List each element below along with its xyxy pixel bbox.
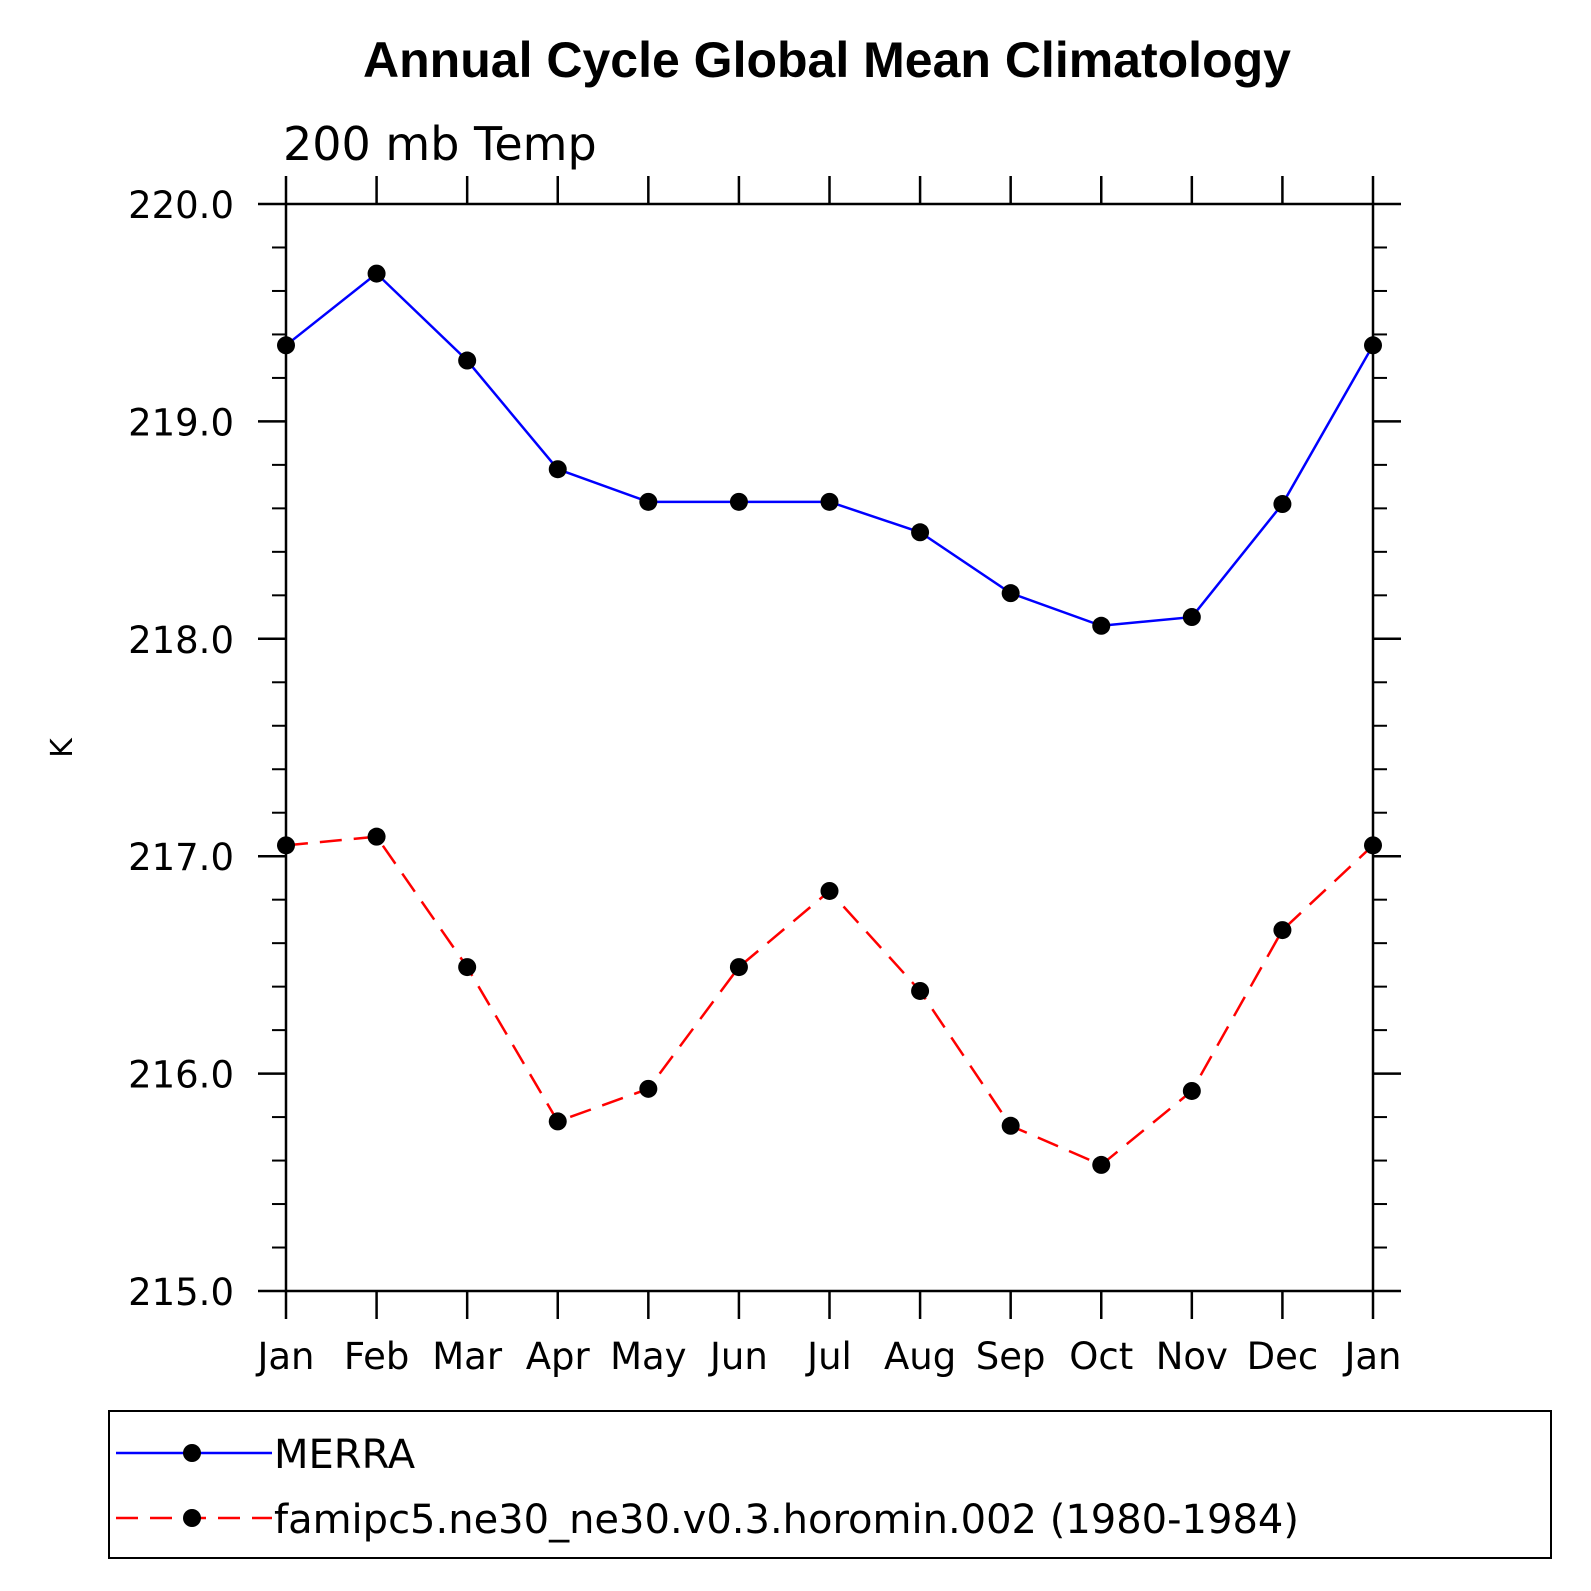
x-tick-label: Dec	[1247, 1335, 1319, 1378]
series-0-point	[639, 492, 658, 511]
y-tick-label: 218.0	[128, 619, 234, 662]
series-0-point	[277, 336, 295, 355]
x-tick-label: Jan	[255, 1335, 314, 1378]
series-0-point	[911, 523, 930, 542]
legend-marker-0	[183, 1444, 201, 1462]
series-0-point	[458, 351, 477, 370]
series-0-point	[1273, 495, 1292, 514]
y-tick-label: 220.0	[128, 184, 234, 227]
series-1-point	[367, 827, 386, 846]
y-tick-label: 216.0	[128, 1054, 234, 1097]
x-tick-label: Nov	[1156, 1335, 1228, 1378]
plot-frame	[284, 202, 1375, 1293]
x-tick-label: Oct	[1069, 1335, 1133, 1378]
axes: Jan Feb Mar Apr May Jun Jul Aug Sep Oct Nov Dec Jan 2…	[128, 176, 1402, 1378]
series-1-point	[820, 881, 839, 900]
x-tick-label: May	[610, 1335, 687, 1378]
series-1-point	[1001, 1116, 1020, 1135]
series-1-point	[548, 1112, 567, 1131]
series-0-point	[367, 264, 386, 283]
series-0-point	[820, 492, 839, 511]
legend-label-1: famipc5.ne30_ne30.v0.3.horomin.002 (1980…	[274, 1497, 1299, 1543]
series-1-point	[1182, 1081, 1201, 1100]
series-0-point	[1001, 584, 1020, 603]
x-tick-label: Apr	[526, 1335, 591, 1378]
y-tick-label: 215.0	[128, 1271, 234, 1314]
y-tick-label: 219.0	[128, 401, 234, 444]
series-1-point	[911, 981, 930, 1000]
y-tick-label: 217.0	[128, 836, 234, 879]
x-tick-label: Feb	[344, 1335, 410, 1378]
series-0-point	[1092, 616, 1111, 635]
series-1-point	[639, 1079, 658, 1098]
series-1-point	[277, 836, 295, 855]
series-1-point	[1092, 1155, 1111, 1174]
chart-title: Annual Cycle Global Mean Climatology	[363, 32, 1291, 88]
x-tick-label: Aug	[884, 1335, 956, 1378]
series-0-point	[729, 492, 748, 511]
legend: MERRA famipc5.ne30_ne30.v0.3.horomin.002 …	[116, 1432, 1299, 1543]
x-tick-label: Mar	[432, 1335, 503, 1378]
series-0-point	[548, 460, 567, 479]
series-layer	[277, 264, 1382, 1174]
series-1-point	[458, 958, 477, 977]
x-tick-label: Jan	[1342, 1335, 1401, 1378]
series-1-point	[1364, 836, 1382, 855]
legend-box	[108, 1410, 1552, 1559]
legend-marker-1	[183, 1509, 201, 1527]
x-tick-label: Jun	[708, 1335, 768, 1378]
x-tick-label: Sep	[976, 1335, 1046, 1378]
legend-label-0: MERRA	[274, 1432, 416, 1478]
series-1-point	[1273, 921, 1292, 940]
series-0-point	[1182, 608, 1201, 627]
series-0-point	[1364, 336, 1382, 355]
chart-subtitle: 200 mb Temp	[283, 117, 597, 171]
series-line-0	[285, 271, 1375, 628]
x-tick-label: Jul	[805, 1335, 852, 1378]
y-axis-label: K	[45, 737, 80, 758]
series-1-point	[729, 958, 748, 977]
